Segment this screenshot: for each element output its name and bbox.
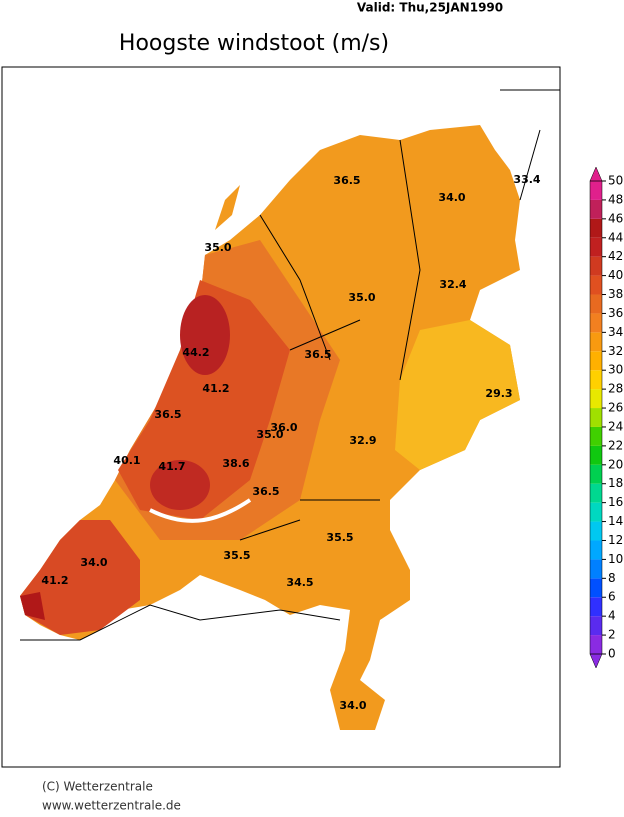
colorbar-band [590,426,602,446]
colorbar-band [590,578,602,598]
colorbar-band [590,237,602,257]
colorbar-label: 0 [608,647,616,661]
station-value: 36.5 [304,348,331,361]
colorbar-label: 36 [608,306,623,320]
colorbar-label: 10 [608,552,623,566]
station-value: 41.7 [158,460,185,473]
colorbar-band [590,616,602,636]
colorbar-label: 22 [608,438,623,452]
station-value: 35.5 [326,531,353,544]
credit: (C) Wetterzentrale [42,780,153,794]
colorbar-band [590,502,602,522]
colorbar-band [590,464,602,484]
colorbar-label: 20 [608,457,623,471]
colorbar-label: 4 [608,609,616,623]
colorbar-label: 8 [608,571,616,585]
colorbar-label: 38 [608,287,623,301]
station-value: 41.2 [41,574,68,587]
colorbar-band [590,483,602,503]
frisian-isle [215,185,240,230]
land [20,89,560,730]
map-title: Hoogste windstoot (m/s) [119,31,389,56]
station-value: 32.4 [439,278,466,291]
colorbar-band [590,313,602,333]
colorbar-label: 6 [608,590,616,604]
colorbar-label: 50 [608,174,623,188]
colorbar-band [590,540,602,560]
station-value: 35.0 [204,241,231,254]
river [149,498,252,523]
colorbar-label: 18 [608,476,623,490]
west-red [118,280,290,520]
colorbar-label: 46 [608,211,623,225]
colorbar-band [590,199,602,219]
station-value: 33.4 [513,173,540,186]
station-value: 36.5 [154,408,181,421]
colorbar-band [590,294,602,314]
station-value: 38.6 [222,457,249,470]
colorbar-label: 34 [608,325,623,339]
colorbar-label: 30 [608,363,623,377]
colorbar-band [590,559,602,579]
station-value: 35.0 [256,428,283,441]
colorbar-label: 24 [608,419,623,433]
station-value: 36.0 [270,421,297,434]
colorbar-label: 40 [608,268,623,282]
colorbar-band [590,275,602,295]
colorbar-band [590,408,602,427]
station-value: 41.2 [202,382,229,395]
colorbar-label: 2 [608,628,616,642]
colorbar-band [590,218,602,238]
colorbar-band [590,181,602,200]
zeeland [20,520,140,635]
colorbar-band [590,597,602,617]
provinces [239,139,421,541]
station-value: 29.3 [485,387,512,400]
borders [20,89,560,641]
colorbar-band [590,351,602,371]
station-value: 36.5 [252,485,279,498]
colorbar-frame [589,180,603,655]
zeeland-max [20,592,45,620]
max-north [180,295,230,375]
colorbar-label: 12 [608,533,623,547]
east-light [395,320,520,470]
colorbar-band [590,445,602,465]
colorbar-label: 28 [608,382,623,396]
colorbar-label: 48 [608,192,623,206]
colorbar-low-arrow [589,653,603,669]
colorbar-band [590,521,602,541]
station-value: 34.0 [80,556,107,569]
max-south [150,460,210,510]
station-value: 36.5 [333,174,360,187]
credit-url: www.wetterzentrale.de [42,799,181,813]
station-value: 34.0 [438,191,465,204]
colorbar-label: 42 [608,249,623,263]
station-value: 34.0 [339,699,366,712]
colorbar-label: 26 [608,401,623,415]
colorbar-label: 16 [608,495,623,509]
station-value: 34.5 [286,576,313,589]
station-value: 35.5 [223,549,250,562]
colorbar-label: 14 [608,514,623,528]
colorbar-label: 32 [608,344,623,358]
colorbar-band [590,370,602,390]
station-value: 32.9 [349,434,376,447]
valid-date: Valid: Thu,25JAN1990 [357,1,503,15]
station-value: 44.2 [182,346,209,359]
station-value: 35.0 [348,291,375,304]
colorbar-label: 44 [608,230,623,244]
colorbar-high-arrow [589,166,603,182]
colorbar-band [590,256,602,276]
colorbar-band [590,635,602,654]
colorbar-band [590,389,602,409]
station-value: 40.1 [113,454,140,467]
colorbar-band [590,332,602,352]
